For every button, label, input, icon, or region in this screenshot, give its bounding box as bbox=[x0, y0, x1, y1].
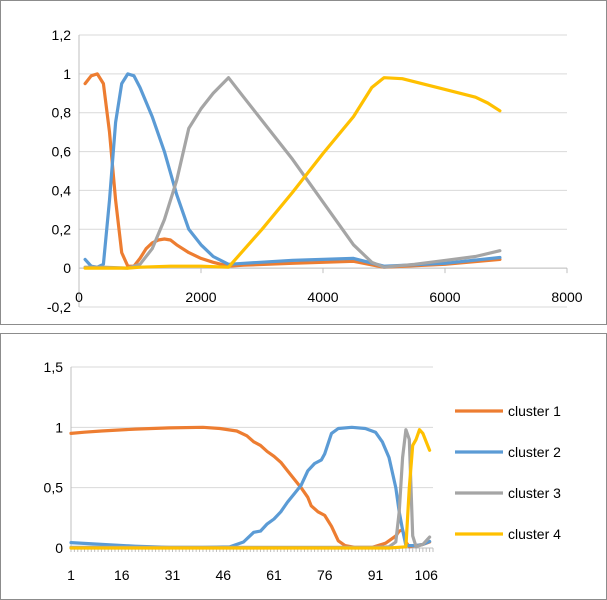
x-tick-label: 8000 bbox=[551, 289, 582, 305]
y-tick-label: 0,8 bbox=[52, 105, 72, 121]
x-tick-label: 2000 bbox=[185, 289, 216, 305]
x-tick-label: 4000 bbox=[307, 289, 338, 305]
x-tick-label: 46 bbox=[215, 567, 231, 583]
y-tick-label: 0,4 bbox=[52, 182, 72, 198]
y-tick-label: 1,5 bbox=[44, 359, 64, 375]
x-tick-label: 91 bbox=[368, 567, 384, 583]
line-chart-top: -0,200,20,40,60,811,20 2000 4000 6000 8000 bbox=[47, 27, 583, 315]
x-tick-label: 106 bbox=[415, 567, 439, 583]
chart-panel-bottom: 0 0,5 1 1,5 1 16 31 46 61 76 91 106 cluster 1 cluster… bbox=[0, 333, 607, 600]
y-tick-label: 0,2 bbox=[52, 221, 72, 237]
x-tick-label: 6000 bbox=[429, 289, 460, 305]
y-tick-label: 1 bbox=[55, 419, 63, 435]
series-line-4 bbox=[69, 428, 432, 550]
y-tick-label: 1,2 bbox=[52, 27, 72, 43]
legend-label-4: cluster 4 bbox=[508, 526, 561, 542]
series-line-2 bbox=[83, 72, 502, 269]
legend-label-3: cluster 3 bbox=[508, 485, 561, 501]
y-tick-label: 0,5 bbox=[44, 480, 64, 496]
x-tick-label: 1 bbox=[67, 567, 75, 583]
series-line-2 bbox=[69, 425, 432, 549]
x-tick-label: 61 bbox=[266, 567, 282, 583]
y-tick-label: 0 bbox=[55, 540, 63, 556]
legend-label-1: cluster 1 bbox=[508, 403, 561, 419]
legend-label-2: cluster 2 bbox=[508, 444, 561, 460]
series-line-1 bbox=[69, 425, 432, 549]
series-line-3 bbox=[69, 428, 432, 549]
series-line-4 bbox=[83, 76, 502, 270]
y-tick-label: 0,6 bbox=[52, 144, 72, 160]
y-tick-label: 1 bbox=[63, 66, 71, 82]
y-tick-label: -0,2 bbox=[47, 299, 71, 315]
x-tick-label: 0 bbox=[75, 289, 83, 305]
x-tick-label: 76 bbox=[317, 567, 333, 583]
chart-panel-top: -0,2 0 0,2 0,4 0,6 0,8 1 1,2 0 2000 4000 6000 8000 bbox=[0, 0, 607, 325]
series-line-1 bbox=[83, 72, 502, 269]
x-tick-label: 16 bbox=[114, 567, 130, 583]
y-tick-label: 0 bbox=[63, 260, 71, 276]
line-chart-bottom: 0 0,5 1 1,5 1 16 31 46 61 76 91 106 cluster 1 cluster… bbox=[44, 359, 562, 583]
series-line-3 bbox=[83, 76, 502, 270]
x-tick-label: 31 bbox=[165, 567, 181, 583]
